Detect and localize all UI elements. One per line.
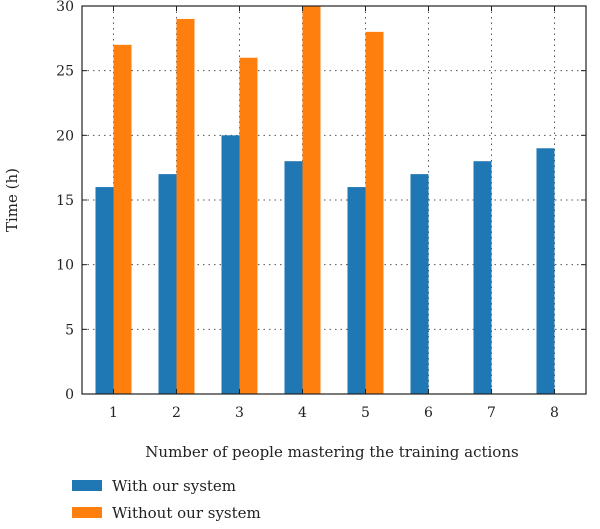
x-tick-label: 8 — [550, 405, 559, 421]
bar-series0-2 — [158, 174, 177, 394]
y-tick-label: 5 — [65, 322, 74, 338]
legend: With our system Without our system — [72, 477, 261, 522]
legend-swatch-without-our-system — [72, 507, 102, 518]
y-tick-label: 0 — [65, 387, 74, 403]
bar-series0-3 — [221, 135, 240, 395]
grid-lines — [82, 6, 586, 394]
axis-ticks: 0 5 10 15 20 25 30 1 2 3 4 5 6 7 8 — [56, 0, 586, 421]
bar-series1-4 — [302, 6, 321, 394]
bar-series1-2 — [176, 18, 195, 395]
y-axis-title: Time (h) — [3, 168, 21, 232]
bar-series0-8 — [536, 148, 555, 394]
bar-series1-3 — [239, 57, 258, 394]
x-tick-label: 6 — [424, 405, 433, 421]
x-tick-label: 5 — [361, 405, 370, 421]
y-tick-label: 10 — [56, 258, 74, 274]
y-tick-label: 30 — [56, 0, 74, 15]
bar-series0-4 — [284, 161, 303, 394]
x-tick-label: 2 — [172, 405, 181, 421]
y-tick-label: 25 — [56, 64, 74, 80]
x-tick-label: 3 — [235, 405, 244, 421]
x-tick-label: 4 — [298, 405, 307, 421]
legend-label-with-our-system: With our system — [112, 477, 236, 495]
bar-series1-5 — [365, 31, 384, 394]
legend-swatch-with-our-system — [72, 480, 102, 491]
y-tick-label: 20 — [56, 128, 74, 144]
x-tick-label: 7 — [487, 405, 496, 421]
bar-series1-1 — [113, 44, 132, 395]
bar-series0-5 — [347, 187, 366, 394]
x-axis-title: Number of people mastering the training … — [145, 443, 518, 461]
legend-label-without-our-system: Without our system — [112, 504, 261, 522]
y-tick-label: 15 — [56, 193, 74, 209]
bar-series0-1 — [95, 187, 114, 394]
bar-series0-6 — [410, 174, 429, 394]
bar-series0-7 — [473, 161, 492, 394]
x-tick-label: 1 — [109, 405, 118, 421]
bars — [95, 6, 555, 395]
plot-frame — [81, 5, 587, 395]
